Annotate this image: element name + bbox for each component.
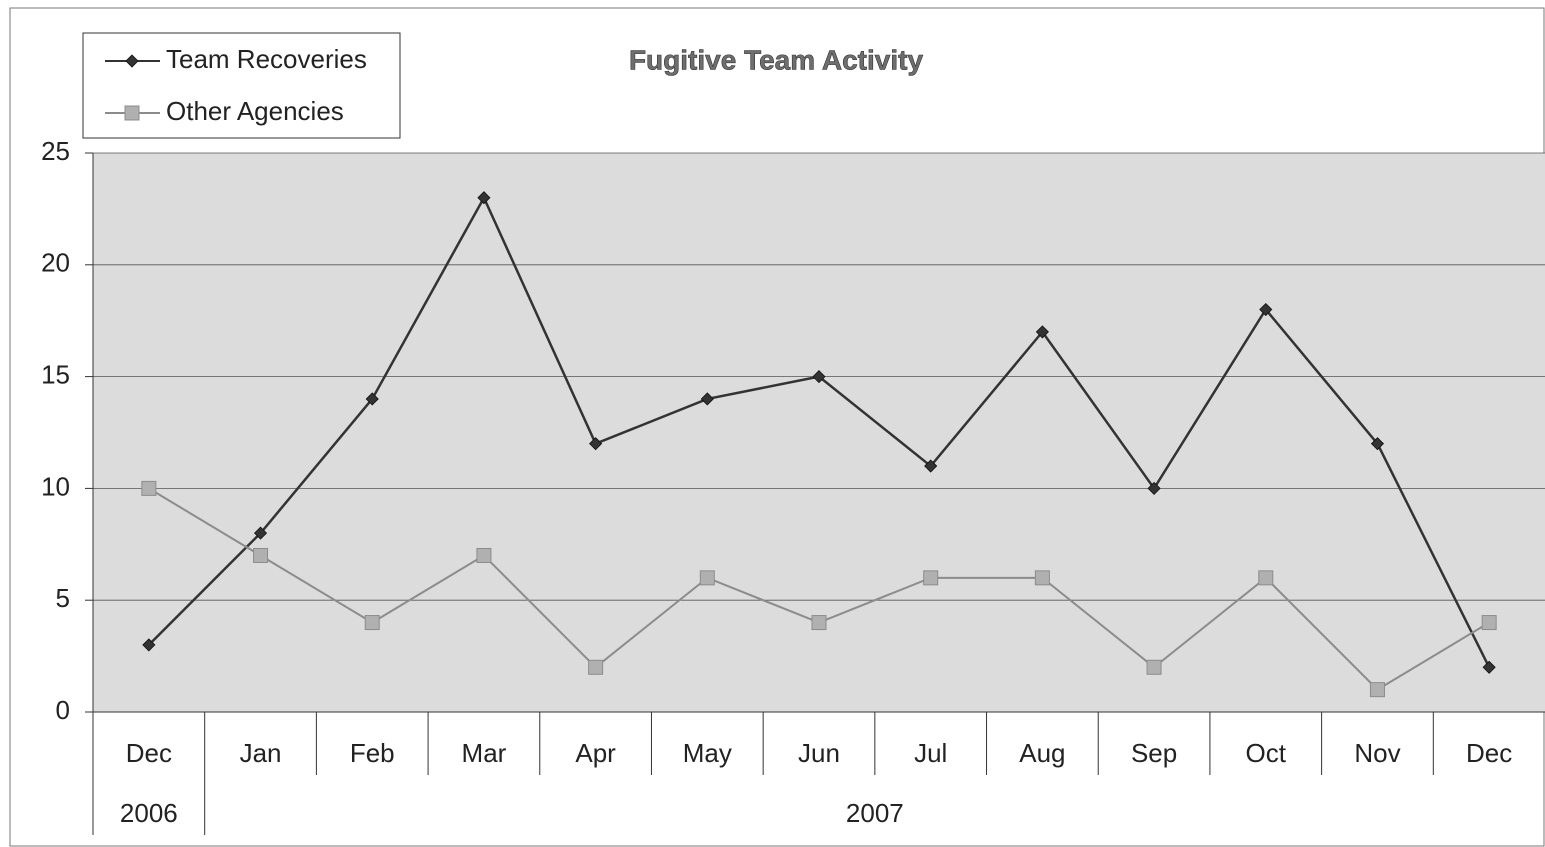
data-point — [253, 547, 269, 563]
legend-marker — [125, 54, 139, 68]
data-point — [589, 437, 603, 451]
x-tick-label: Oct — [1246, 738, 1287, 768]
x-tick-label: Jun — [798, 738, 840, 768]
x-tick-label: Sep — [1131, 738, 1177, 768]
y-tick-label: 25 — [41, 136, 70, 166]
y-tick-label: 15 — [41, 359, 70, 389]
data-point — [811, 615, 827, 631]
x-group-label: 2006 — [120, 798, 178, 828]
data-point — [1370, 437, 1385, 451]
y-tick-label: 10 — [41, 471, 70, 501]
data-point — [1034, 570, 1050, 586]
data-point — [1258, 570, 1274, 586]
legend-marker — [124, 105, 140, 121]
x-tick-label: May — [683, 738, 732, 768]
data-point — [699, 570, 715, 586]
x-tick-label: Mar — [462, 738, 507, 768]
y-tick-label: 0 — [56, 695, 70, 725]
data-point — [1369, 682, 1385, 698]
legend-label: Team Recoveries — [166, 44, 367, 74]
chart-title: Fugitive Team Activity — [629, 44, 923, 75]
data-point — [141, 480, 157, 496]
data-point — [1035, 325, 1049, 339]
data-point — [588, 659, 604, 675]
x-tick-label: Dec — [126, 738, 172, 768]
data-point — [923, 570, 939, 586]
legend-label: Other Agencies — [166, 96, 344, 126]
x-tick-label: Aug — [1019, 738, 1065, 768]
data-point — [812, 370, 826, 384]
y-tick-label: 5 — [56, 583, 70, 613]
data-point — [1147, 481, 1161, 495]
data-point — [1482, 660, 1496, 674]
x-tick-label: Jan — [240, 738, 282, 768]
data-point — [924, 459, 938, 473]
data-point — [476, 547, 492, 563]
x-tick-label: Jul — [914, 738, 947, 768]
x-tick-label: Apr — [575, 738, 616, 768]
x-group-label: 2007 — [846, 798, 904, 828]
data-point — [364, 615, 380, 631]
data-point — [1259, 302, 1273, 317]
data-point — [253, 526, 268, 540]
x-tick-label: Dec — [1466, 738, 1512, 768]
data-point — [700, 392, 714, 406]
x-tick-label: Nov — [1354, 738, 1400, 768]
x-tick-label: Feb — [350, 738, 395, 768]
data-point — [365, 392, 379, 406]
y-tick-label: 20 — [41, 248, 70, 278]
data-point — [1146, 659, 1162, 675]
data-point — [142, 638, 156, 652]
data-point — [477, 191, 491, 205]
data-point — [1481, 615, 1497, 631]
